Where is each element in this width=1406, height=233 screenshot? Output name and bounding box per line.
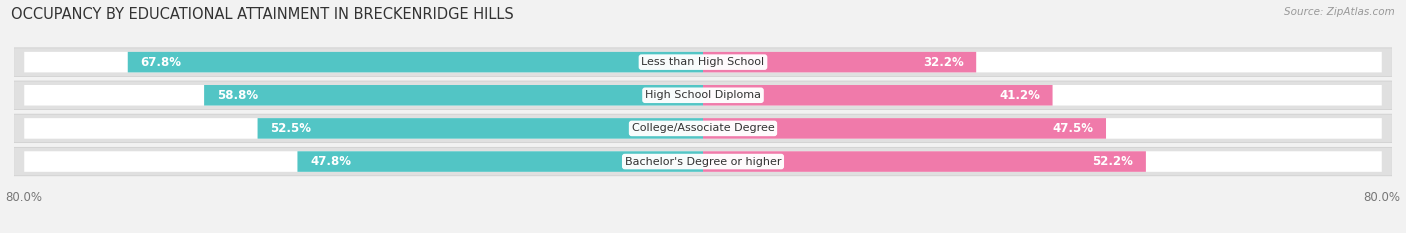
Text: Less than High School: Less than High School xyxy=(641,57,765,67)
FancyBboxPatch shape xyxy=(257,118,703,139)
Text: OCCUPANCY BY EDUCATIONAL ATTAINMENT IN BRECKENRIDGE HILLS: OCCUPANCY BY EDUCATIONAL ATTAINMENT IN B… xyxy=(11,7,515,22)
Text: 58.8%: 58.8% xyxy=(217,89,257,102)
FancyBboxPatch shape xyxy=(204,85,703,106)
Text: 52.2%: 52.2% xyxy=(1092,155,1133,168)
FancyBboxPatch shape xyxy=(703,85,1053,106)
FancyBboxPatch shape xyxy=(128,52,703,72)
FancyBboxPatch shape xyxy=(298,151,703,172)
FancyBboxPatch shape xyxy=(703,151,1146,172)
Text: 41.2%: 41.2% xyxy=(998,89,1040,102)
FancyBboxPatch shape xyxy=(24,151,1382,172)
Text: High School Diploma: High School Diploma xyxy=(645,90,761,100)
Text: 47.8%: 47.8% xyxy=(311,155,352,168)
FancyBboxPatch shape xyxy=(14,81,1392,110)
Text: 67.8%: 67.8% xyxy=(141,56,181,69)
FancyBboxPatch shape xyxy=(703,52,976,72)
FancyBboxPatch shape xyxy=(703,118,1107,139)
Text: 52.5%: 52.5% xyxy=(270,122,311,135)
Text: Source: ZipAtlas.com: Source: ZipAtlas.com xyxy=(1284,7,1395,17)
Text: 47.5%: 47.5% xyxy=(1052,122,1094,135)
FancyBboxPatch shape xyxy=(24,118,1382,139)
Text: 32.2%: 32.2% xyxy=(922,56,963,69)
Text: Bachelor's Degree or higher: Bachelor's Degree or higher xyxy=(624,157,782,167)
FancyBboxPatch shape xyxy=(14,147,1392,176)
FancyBboxPatch shape xyxy=(24,52,1382,72)
FancyBboxPatch shape xyxy=(14,114,1392,143)
FancyBboxPatch shape xyxy=(14,48,1392,76)
Text: College/Associate Degree: College/Associate Degree xyxy=(631,123,775,134)
FancyBboxPatch shape xyxy=(24,85,1382,106)
